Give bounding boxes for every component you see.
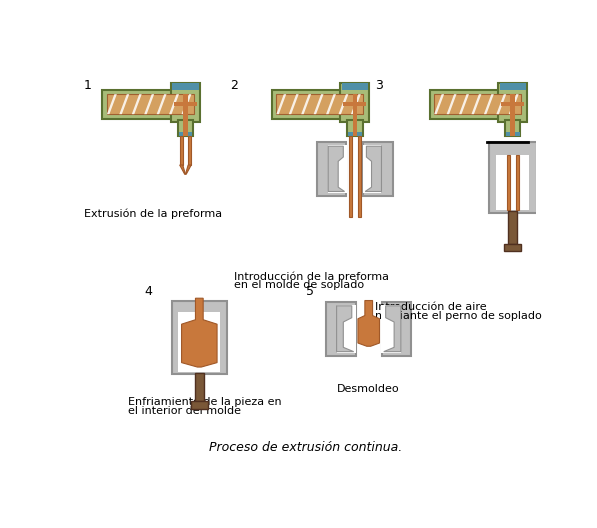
Bar [353,120,357,136]
Polygon shape [384,306,401,352]
Bar [430,90,523,119]
Text: 1: 1 [84,79,92,92]
Text: el interior del molde: el interior del molde [128,406,241,416]
Polygon shape [338,94,349,114]
Text: Introducción de aire: Introducción de aire [375,302,487,312]
Polygon shape [156,94,167,114]
Text: Extrusión de la preforma: Extrusión de la preforma [84,208,222,219]
Bar [328,145,347,193]
Bar [347,120,362,136]
Text: Introducción de la preforma: Introducción de la preforma [234,271,389,282]
Polygon shape [186,165,191,174]
Polygon shape [313,94,324,114]
Bar [496,155,530,210]
Bar [343,102,367,107]
Polygon shape [328,146,344,192]
Bar [362,145,381,193]
Bar [317,142,346,196]
Bar [506,155,510,210]
Bar [272,90,365,119]
Text: Enfriamiento de la pieza en: Enfriamiento de la pieza en [128,397,282,407]
Text: 3: 3 [375,79,383,92]
Bar [506,132,519,136]
Bar [102,90,195,119]
Polygon shape [509,94,519,114]
Bar [508,211,518,243]
Polygon shape [484,94,494,114]
Bar [358,136,361,216]
Polygon shape [276,94,287,114]
Bar [188,136,191,165]
Bar [180,136,183,165]
Bar [434,94,521,114]
Bar [381,305,401,353]
Bar [191,401,208,409]
Bar [107,94,194,114]
Bar [179,312,220,372]
Bar [183,120,188,136]
Bar [505,120,521,136]
Bar [327,302,356,356]
Bar [276,94,364,114]
Polygon shape [358,300,380,346]
Bar [504,243,521,251]
Bar [353,94,357,120]
Polygon shape [119,94,130,114]
Bar [341,83,368,90]
Bar [173,83,199,90]
Bar [195,373,204,401]
Bar [500,83,526,90]
Bar [171,300,227,374]
Bar [510,120,515,136]
Bar [174,102,197,107]
Polygon shape [326,94,336,114]
Bar [501,102,524,107]
Text: mediante el perno de soplado: mediante el perno de soplado [375,312,541,322]
Bar [364,142,393,196]
Polygon shape [107,94,117,114]
Text: 4: 4 [144,285,152,298]
Polygon shape [180,165,186,174]
Polygon shape [181,94,192,114]
Polygon shape [459,94,469,114]
Bar [178,120,193,136]
Polygon shape [144,94,154,114]
Polygon shape [181,298,217,367]
Bar [171,83,200,122]
Bar [510,94,515,120]
Text: en el molde de soplado: en el molde de soplado [234,280,364,290]
Polygon shape [301,94,311,114]
Polygon shape [132,94,141,114]
Bar [349,136,352,216]
Polygon shape [365,146,381,192]
Bar [516,155,519,210]
Bar [340,83,370,122]
Bar [337,305,356,353]
Polygon shape [472,94,481,114]
Text: 5: 5 [306,285,313,298]
Polygon shape [496,94,506,114]
Bar [179,132,192,136]
Polygon shape [351,94,361,114]
Text: Proceso de extrusión continua.: Proceso de extrusión continua. [209,441,402,454]
Bar [489,142,537,213]
Polygon shape [169,94,179,114]
Polygon shape [289,94,298,114]
Text: 2: 2 [230,79,238,92]
Polygon shape [447,94,457,114]
Bar [498,83,527,122]
Polygon shape [434,94,444,114]
Bar [183,94,188,120]
Bar [348,132,362,136]
Text: Desmoldeo: Desmoldeo [336,384,399,394]
Polygon shape [337,306,353,352]
Bar [382,302,411,356]
